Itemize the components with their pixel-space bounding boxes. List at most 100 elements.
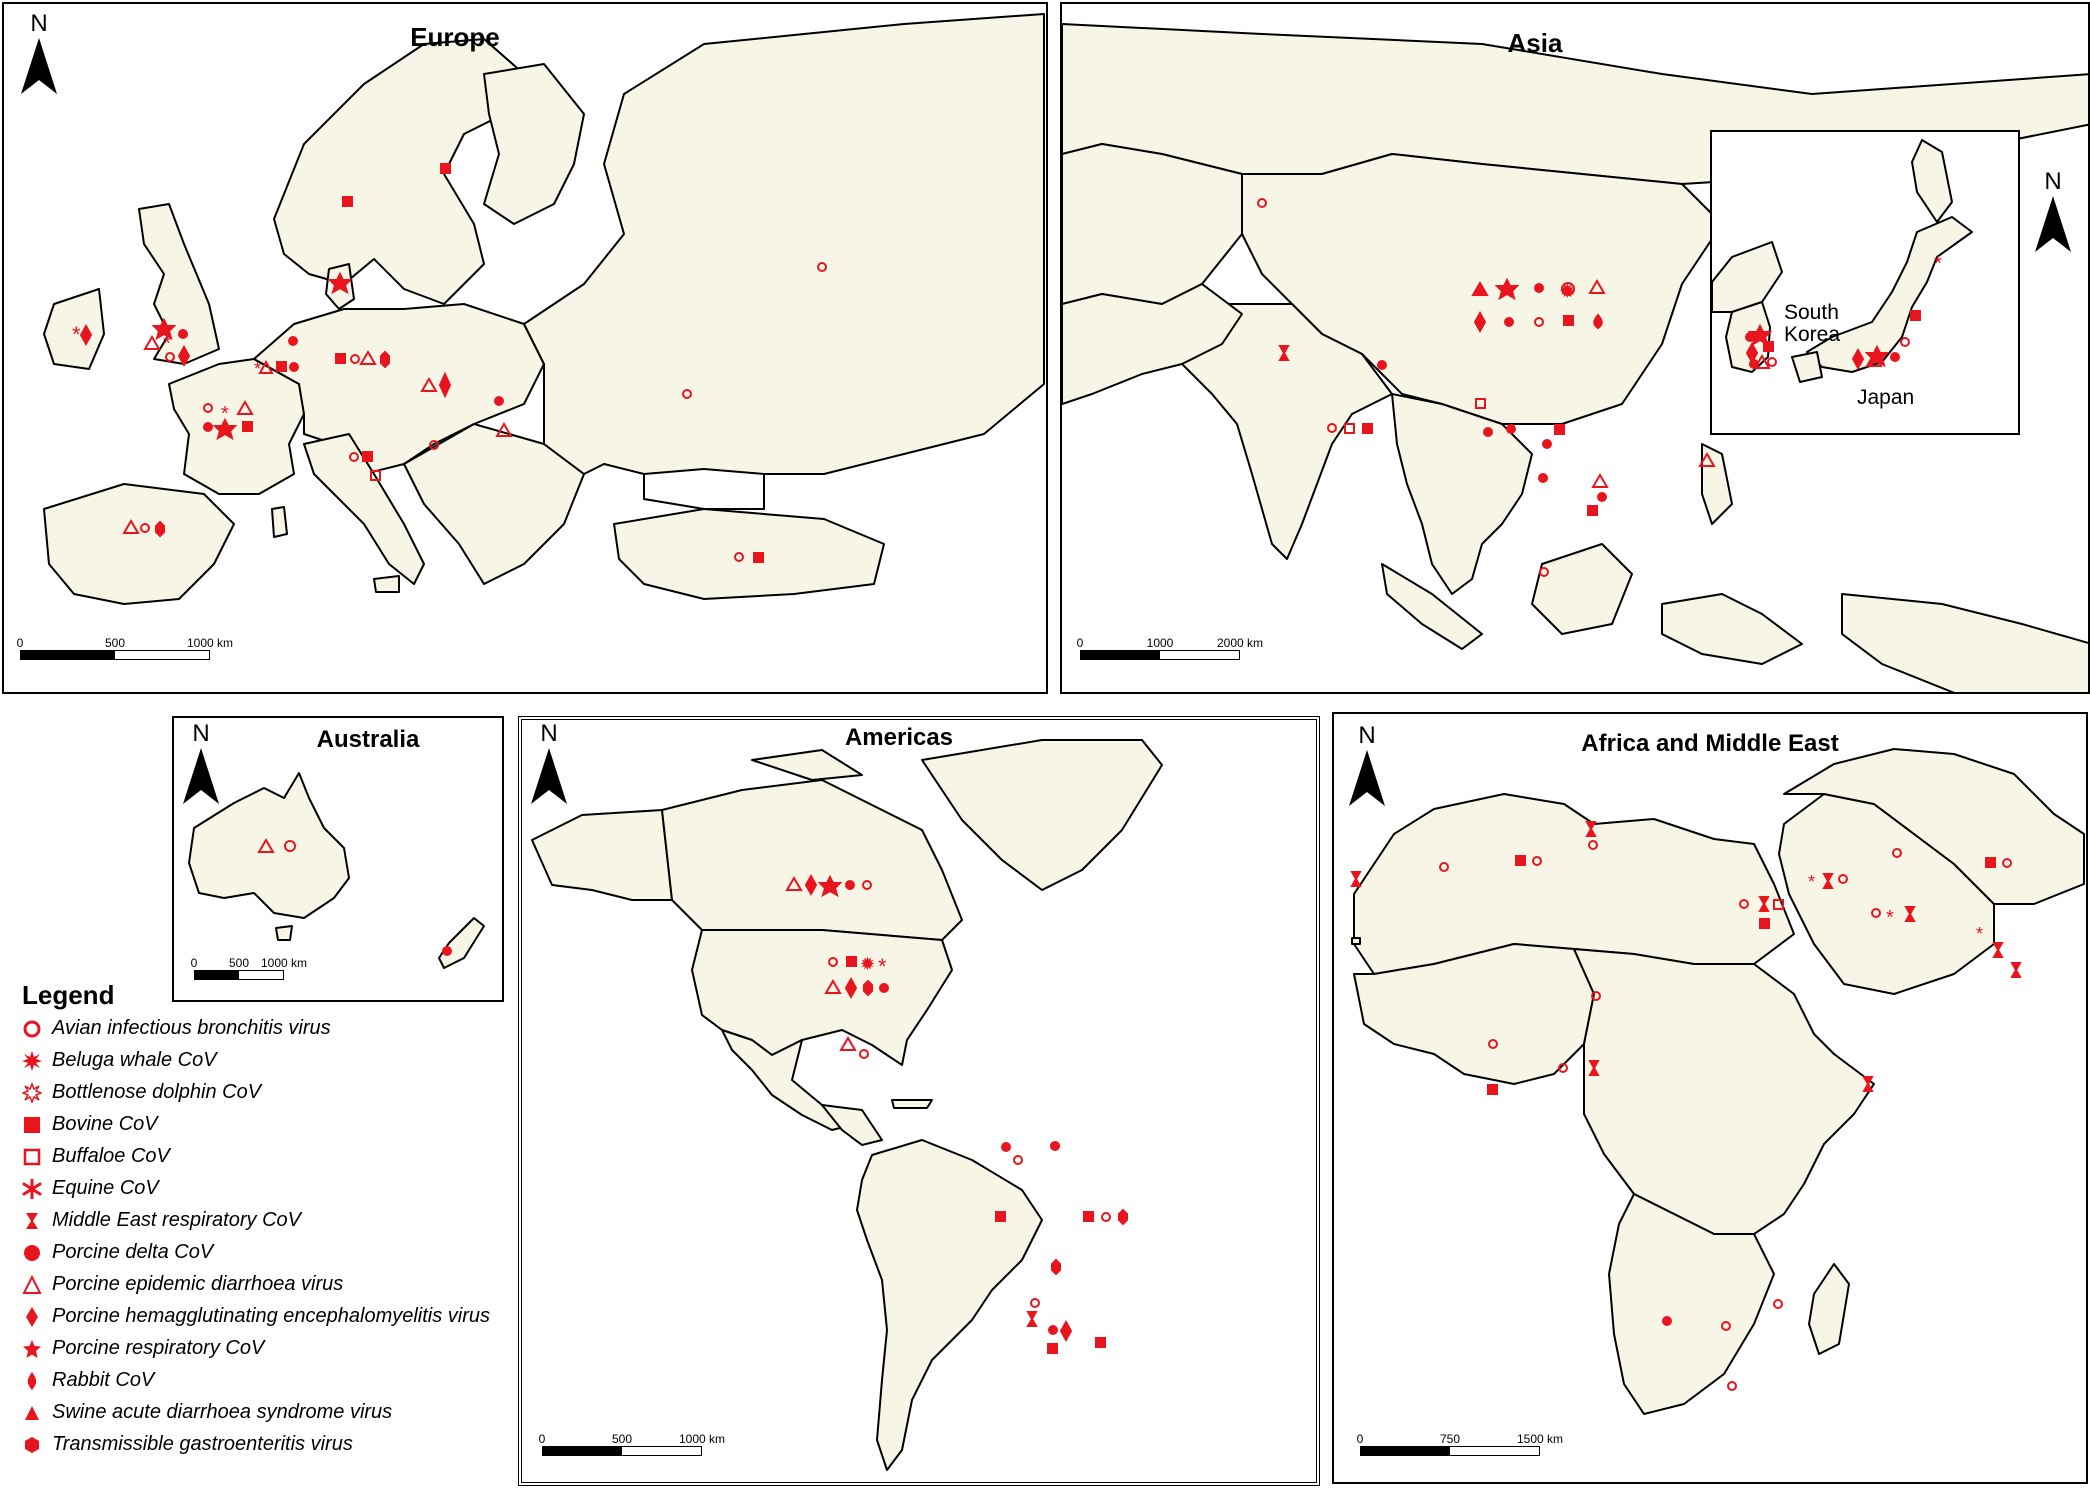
phev-marker <box>79 323 93 347</box>
prcv-marker <box>1747 323 1773 347</box>
buffalo-cov-marker <box>370 470 381 481</box>
legend-item-label: Swine acute diarrhoea syndrome virus <box>52 1401 393 1423</box>
asterisk-icon <box>22 1179 42 1199</box>
pdcov-marker <box>1483 427 1493 437</box>
americas-map: ✹ * <box>531 739 1163 1471</box>
asia-north-arrow: N <box>2030 170 2076 259</box>
equine-cov-marker: * <box>254 359 261 379</box>
bovine-cov-marker <box>1095 1337 1106 1348</box>
legend-item: Avian infectious bronchitis virus <box>22 1017 542 1040</box>
mers-marker <box>1278 345 1290 361</box>
asia-map: ✹ <box>1062 23 2088 692</box>
drop-icon <box>27 1372 37 1390</box>
bovine-cov-marker <box>846 956 857 967</box>
pdcov-marker <box>494 396 504 406</box>
prcv-marker <box>212 417 238 441</box>
mers-marker <box>1822 873 1834 889</box>
scale-label-0: 0 <box>1076 636 1084 650</box>
legend-item-label: Porcine respiratory CoV <box>52 1337 265 1359</box>
tgev-marker <box>1051 1258 1061 1276</box>
mers-marker <box>2010 962 2022 978</box>
scale-label-0: 0 <box>16 636 24 650</box>
equine-cov-marker: * <box>221 403 229 425</box>
mers-marker <box>1026 1311 1038 1327</box>
legend-item-label: Bovine CoV <box>52 1113 158 1135</box>
pdcov-marker <box>845 880 855 890</box>
ped-marker <box>1865 352 1883 367</box>
legend-item: Transmissible gastroenteritis virus <box>22 1433 542 1456</box>
legend: Legend Avian infectious bronchitis virus… <box>22 980 542 1465</box>
bovine-cov-marker <box>1487 1084 1498 1095</box>
africa-north-arrow: N <box>1344 724 1390 813</box>
scale-label-1: 500 <box>611 1432 633 1446</box>
scale-label-1: 500 <box>228 956 250 970</box>
avian-ibv-marker <box>1101 1212 1111 1222</box>
avian-ibv-marker <box>1727 1381 1737 1391</box>
pdcov-marker <box>203 422 213 432</box>
legend-item-label: Avian infectious bronchitis virus <box>52 1017 331 1039</box>
europe-map: * * * * <box>43 13 1045 605</box>
equine-cov-marker: * <box>1808 872 1815 892</box>
north-label: N <box>540 720 558 747</box>
north-arrow-icon <box>531 748 567 804</box>
ped-marker <box>143 335 161 350</box>
avian-ibv-marker <box>1534 317 1544 327</box>
australia-title: Australia <box>316 726 420 753</box>
avian-ibv-marker <box>859 1049 869 1059</box>
ped-marker <box>785 876 803 891</box>
australia-north-arrow: N <box>178 722 224 811</box>
tgev-marker <box>155 520 165 538</box>
bovine-cov-marker <box>1515 855 1526 866</box>
mers-marker <box>1758 896 1770 912</box>
bovine-cov-marker <box>1759 918 1770 929</box>
avian-ibv-marker <box>1591 991 1601 1001</box>
triangle-open-icon <box>22 1275 42 1294</box>
legend-item-label: Buffaloe CoV <box>52 1145 170 1167</box>
avian-ibv-marker <box>1838 874 1848 884</box>
scale-label-0: 0 <box>190 956 198 970</box>
avian-ibv-marker <box>862 880 872 890</box>
bovine-cov-marker <box>1554 424 1565 435</box>
legend-item: Porcine respiratory CoV <box>22 1337 542 1360</box>
bovine-cov-marker <box>1047 1343 1058 1354</box>
avian-ibv-marker <box>828 957 838 967</box>
phev-marker <box>1473 310 1487 334</box>
avian-ibv-marker <box>1588 840 1598 850</box>
pdcov-marker <box>1001 1142 1011 1152</box>
hourglass-icon <box>26 1213 38 1229</box>
avian-ibv-marker <box>2002 858 2012 868</box>
north-arrow-icon <box>183 748 219 804</box>
avian-ibv-marker <box>1721 1321 1731 1331</box>
avian-ibv-marker <box>140 523 150 533</box>
americas-title: Americas <box>844 724 954 751</box>
equine-cov-marker: * <box>163 333 171 355</box>
pdcov-marker <box>1050 1141 1060 1151</box>
japan-label: Japan <box>1857 386 1915 409</box>
legend-item: Porcine epidemic diarrhoea virus <box>22 1273 542 1296</box>
legend-item: Rabbit CoV <box>22 1369 542 1392</box>
pdcov-marker <box>1048 1325 1058 1335</box>
legend-item: Porcine hemagglutinating encephalomyelit… <box>22 1305 542 1328</box>
north-label: N <box>192 720 210 747</box>
mers-marker <box>1904 906 1916 922</box>
triangle-icon <box>25 1406 39 1420</box>
avian-ibv-marker <box>1892 848 1902 858</box>
burst-open-icon <box>22 1083 42 1103</box>
avian-ibv-marker <box>1558 1063 1568 1073</box>
avian-ibv-marker <box>1739 899 1749 909</box>
legend-item-label: Equine CoV <box>52 1177 159 1199</box>
europe-panel: * * * * <box>2 2 1048 694</box>
bovine-cov-marker <box>1910 310 1921 321</box>
bovine-cov-marker <box>1587 505 1598 516</box>
north-arrow-icon <box>1349 750 1385 806</box>
bovine-cov-marker <box>1362 423 1373 434</box>
pdcov-marker <box>1377 360 1387 370</box>
equine-cov-marker: * <box>72 322 81 347</box>
avian-ibv-marker <box>1013 1155 1023 1165</box>
prcv-marker <box>327 271 353 295</box>
scale-label-1: 500 <box>104 636 126 650</box>
beluga-cov-marker: ✹ <box>860 954 875 974</box>
ped-marker <box>258 359 274 374</box>
legend-item-label: Rabbit CoV <box>52 1369 155 1391</box>
europe-title: Europe <box>410 22 500 52</box>
